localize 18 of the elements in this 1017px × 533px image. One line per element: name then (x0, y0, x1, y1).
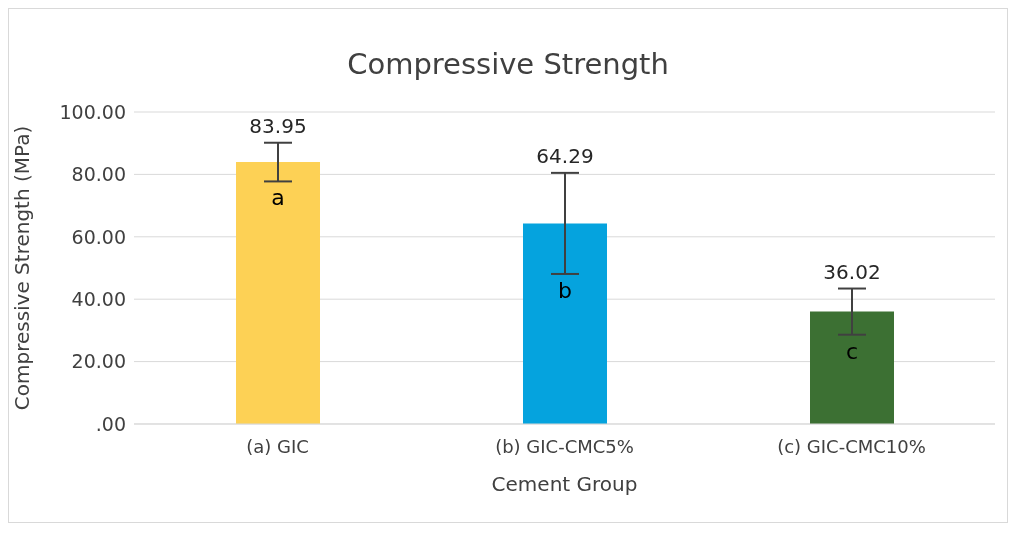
chart-title: Compressive Strength (346, 47, 670, 81)
x-tick-label: (b) GIC-CMC5% (495, 435, 634, 457)
annotation: c (845, 338, 859, 364)
annotation: b (558, 277, 572, 303)
y-tick-label: 40.00 (71, 287, 126, 310)
data-label: 83.95 (249, 113, 307, 138)
y-tick-label: 100.00 (59, 100, 126, 123)
y-axis-title: Compressive Strength (MPa) (10, 125, 35, 411)
data-label: 36.02 (823, 259, 881, 284)
data-label: 64.29 (536, 143, 594, 168)
x-tick-label: (a) GIC (246, 435, 309, 457)
annotation: a (271, 185, 285, 211)
y-tick-label: 20.00 (71, 350, 126, 373)
x-tick-label: (c) GIC-CMC10% (777, 435, 926, 457)
y-tick-label: 80.00 (71, 163, 126, 186)
y-tick-label: 60.00 (71, 225, 126, 248)
x-axis-title: Cement Group (491, 472, 638, 496)
y-tick-label: .00 (95, 412, 126, 435)
